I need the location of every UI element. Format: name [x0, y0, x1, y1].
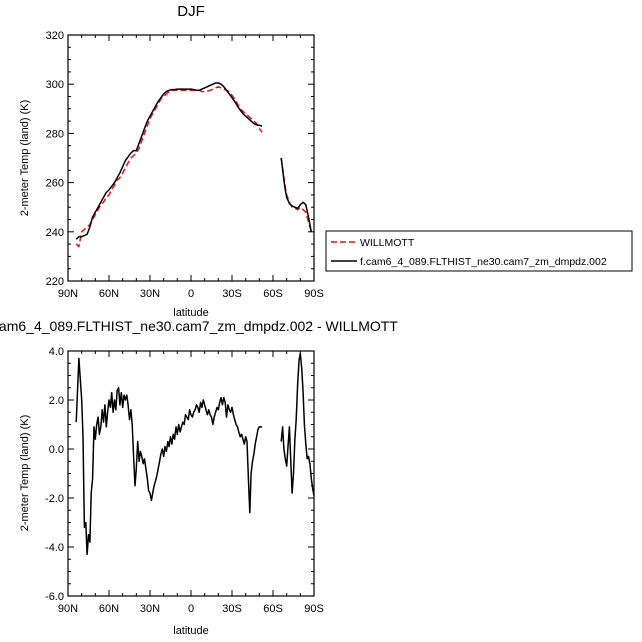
top-y-axis-label: 2-meter Temp (land) (K) — [19, 100, 31, 217]
top-x-axis-label: latitude — [173, 307, 208, 319]
top-x-tick-label: 90N — [58, 288, 78, 300]
top-x-tick-label: 90S — [304, 288, 324, 300]
bottom-x-axis-label: latitude — [173, 625, 208, 637]
top-y-tick-label: 260 — [46, 178, 64, 190]
bottom-y-tick-label: -6.0 — [45, 591, 64, 603]
top-x-tick-label: 30N — [140, 288, 160, 300]
top-plot-frame — [67, 34, 315, 282]
bottom-chart-title: f.cam6_4_089.FLTHIST_ne30.cam7_zm_dmpdz.… — [0, 318, 398, 334]
bottom-y-tick-label: -4.0 — [45, 542, 64, 554]
legend: WILLMOTT f.cam6_4_089.FLTHIST_ne30.cam7_… — [325, 230, 633, 272]
legend-label-model: f.cam6_4_089.FLTHIST_ne30.cam7_zm_dmpdz.… — [360, 256, 607, 268]
bottom-series-line-0 — [280, 352, 315, 496]
bottom-y-axis-label: 2-meter Temp (land) (K) — [19, 415, 31, 532]
top-y-tick-label: 280 — [46, 128, 64, 140]
bottom-x-tick-label: 90S — [304, 603, 324, 615]
top-panel: DJF 90N 60N 30N 0 30S 60S 90S 220 240 260 280 300 32… — [19, 3, 324, 319]
bottom-y-tick-label: 0.0 — [49, 444, 64, 456]
top-plot-area: 90N 60N 30N 0 30S 60S 90S 220 240 260 280 300 320 — [46, 30, 324, 300]
top-chart-title: DJF — [177, 3, 205, 20]
top-series-line-1 — [75, 82, 263, 240]
bottom-x-tick-label: 90N — [58, 603, 78, 615]
bottom-series-line-0 — [75, 357, 263, 556]
bottom-panel: f.cam6_4_089.FLTHIST_ne30.cam7_zm_dmpdz.… — [0, 318, 398, 637]
bottom-y-tick-label: -2.0 — [45, 493, 64, 505]
top-y-tick-label: 240 — [46, 227, 64, 239]
bottom-x-tick-label: 30S — [222, 603, 242, 615]
bottom-y-tick-label: 2.0 — [49, 395, 64, 407]
bottom-x-tick-label: 30N — [140, 603, 160, 615]
top-x-tick-label: 60N — [99, 288, 119, 300]
bottom-x-tick-label: 0 — [188, 603, 194, 615]
top-y-tick-label: 320 — [46, 30, 64, 42]
top-x-tick-label: 60S — [263, 288, 283, 300]
top-y-tick-label: 300 — [46, 79, 64, 91]
legend-box — [325, 230, 633, 272]
top-series-line-1 — [280, 157, 313, 232]
legend-label-willmott: WILLMOTT — [360, 237, 415, 249]
top-y-tick-label: 220 — [46, 276, 64, 288]
bottom-y-tick-label: 4.0 — [49, 346, 64, 358]
top-x-tick-label: 30S — [222, 288, 242, 300]
bottom-plot-area: 90N 60N 30N 0 30S 60S 90S -6.0 -4.0 -2.0 0.0 2.0 4.0 — [45, 346, 324, 615]
bottom-plot-frame — [67, 350, 315, 597]
top-series-line-0 — [75, 85, 263, 248]
bottom-x-tick-label: 60N — [99, 603, 119, 615]
bottom-x-tick-label: 60S — [263, 603, 283, 615]
top-x-tick-label: 0 — [188, 288, 194, 300]
